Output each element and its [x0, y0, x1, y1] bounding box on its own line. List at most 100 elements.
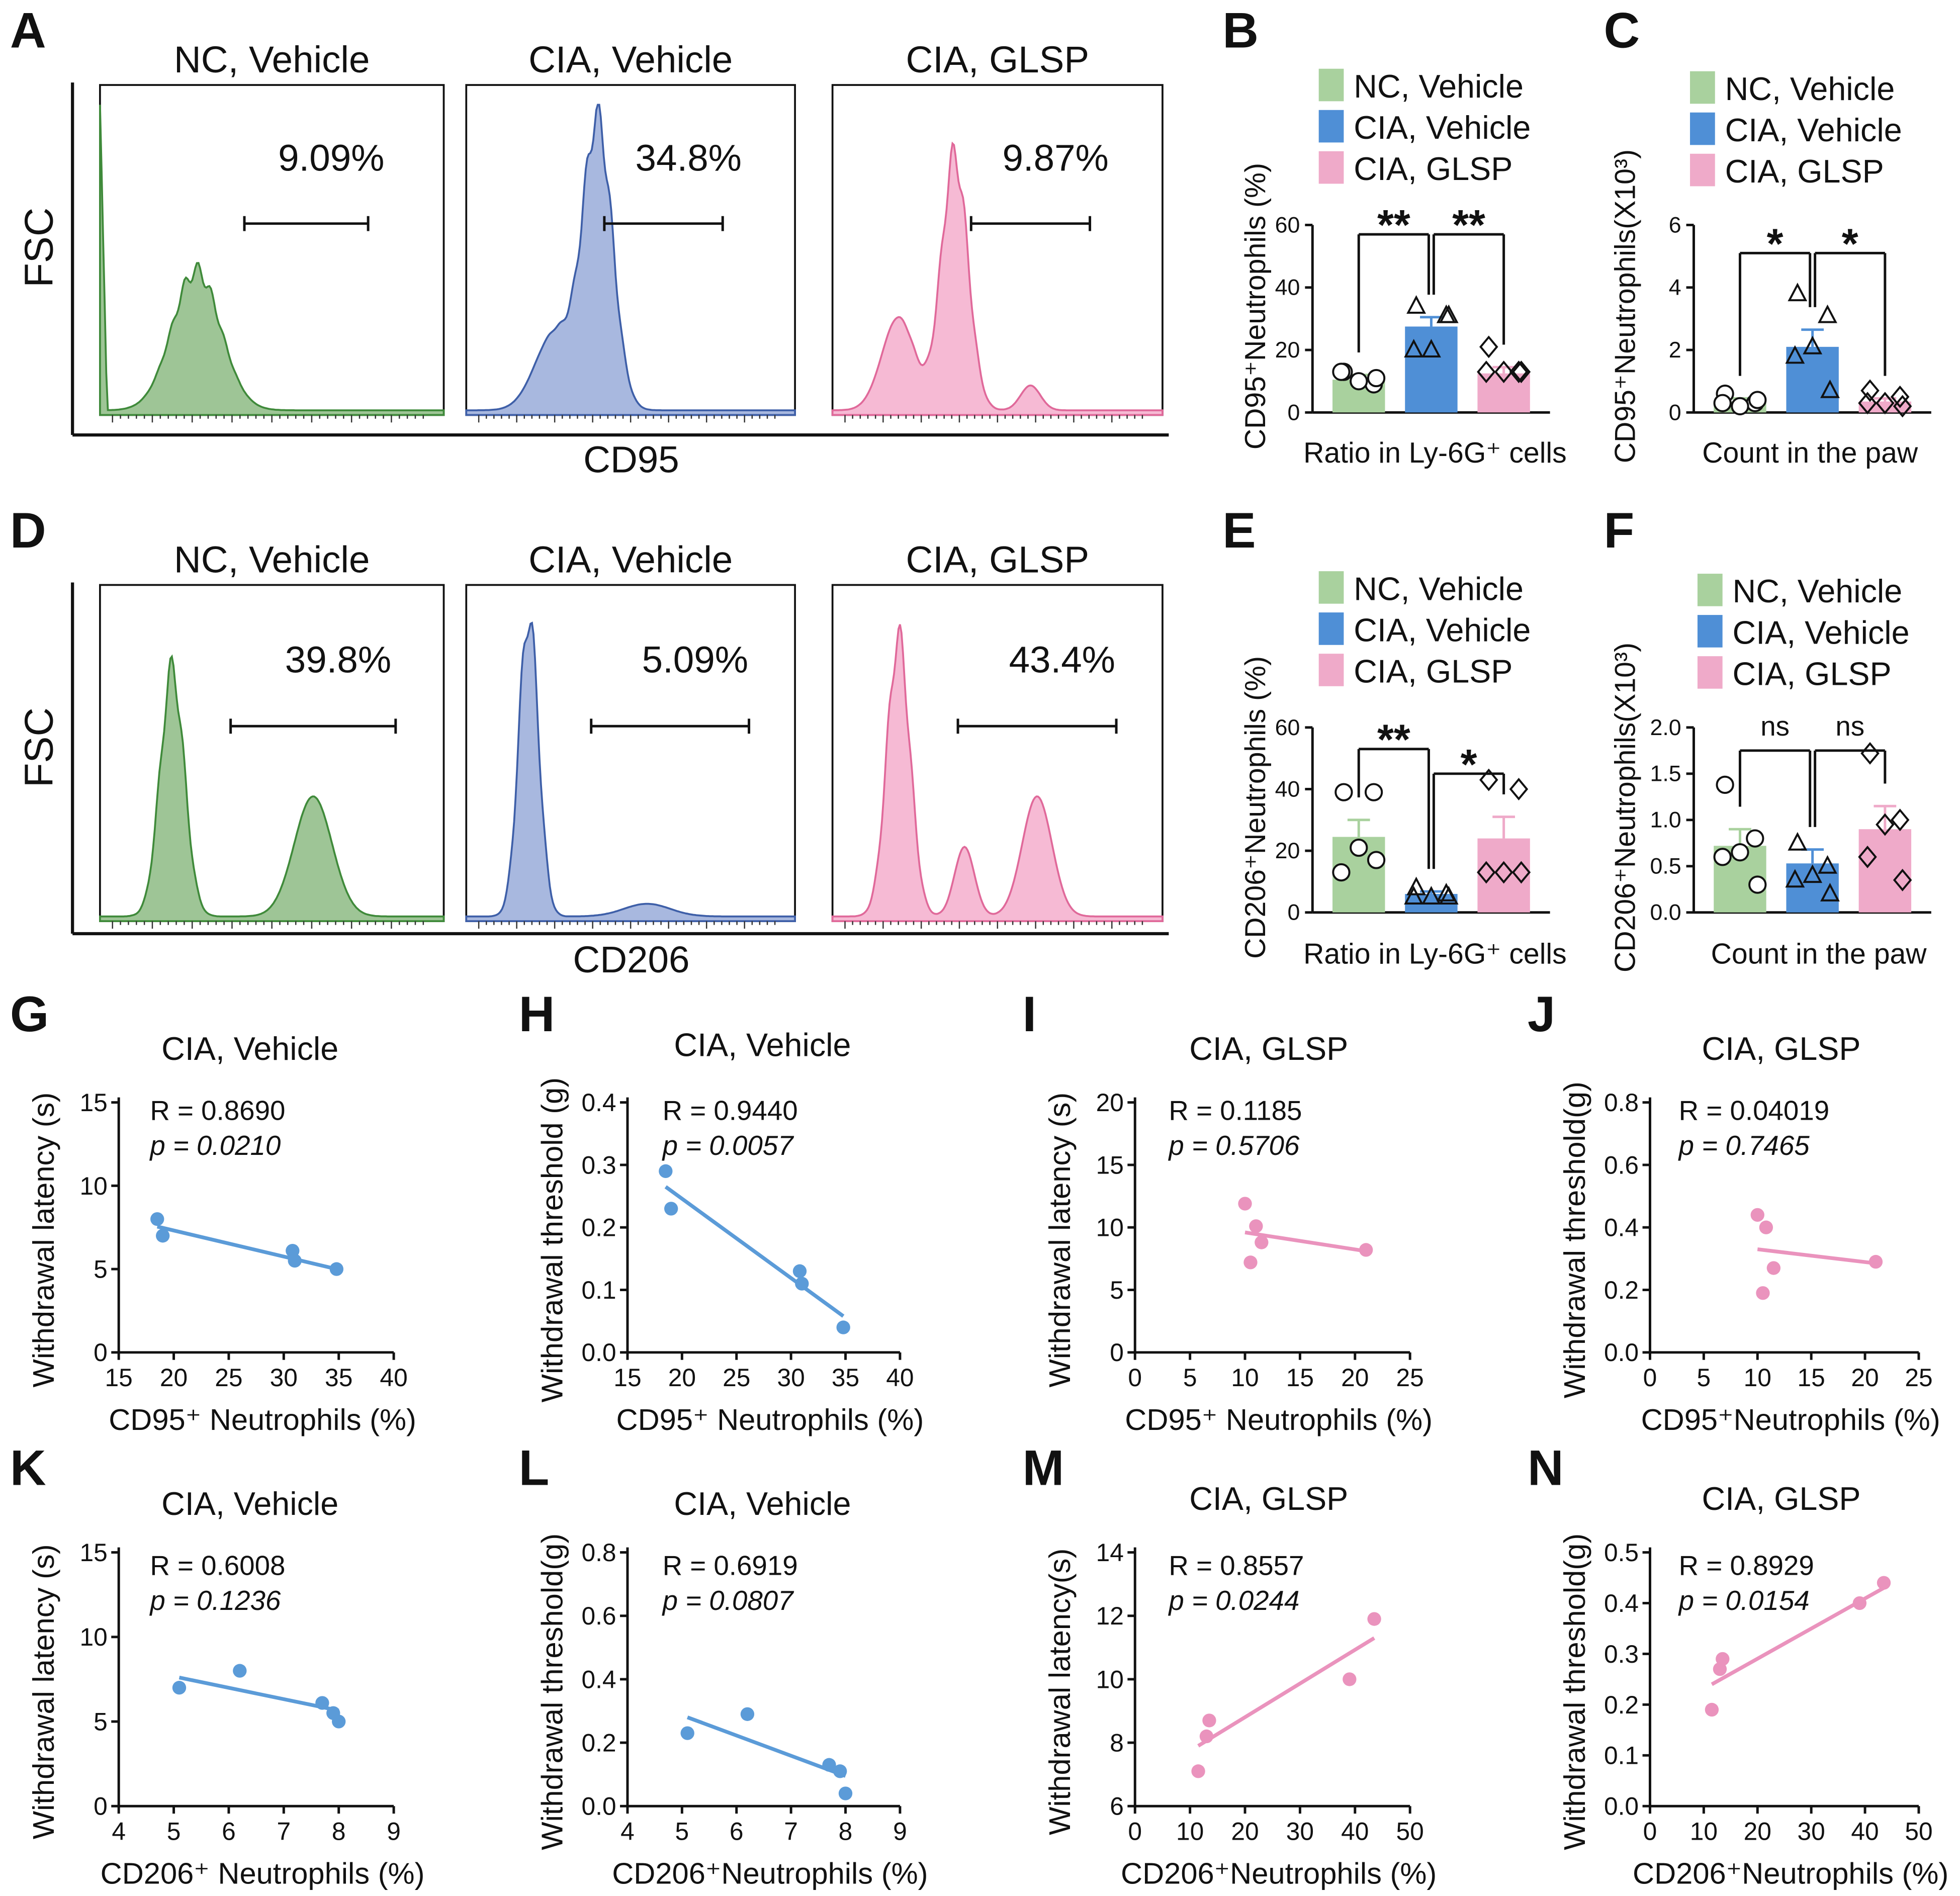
data-point-circle: [1716, 775, 1734, 794]
x-axis-label: CD95⁺ Neutrophils (%): [1125, 1403, 1433, 1436]
x-tick-label: 7: [784, 1817, 798, 1845]
x-tick-label: 10: [1231, 1364, 1259, 1392]
gate-percentage: 9.09%: [278, 137, 384, 179]
histogram-curve: [831, 624, 1164, 923]
y-tick-label: 0.0: [1650, 900, 1681, 925]
bar-chart-e: NC, Vehicle CIA, Vehicle CIA, GLSP 0 20 40 60C…: [1239, 570, 1567, 970]
data-point-circle: [1748, 875, 1767, 894]
data-point-circle: [1713, 848, 1732, 866]
y-tick-label: 0: [94, 1792, 108, 1821]
x-tick-label: 35: [325, 1364, 352, 1392]
correlation-r: R = 0.8929: [1679, 1550, 1814, 1581]
x-tick-label: 0: [1128, 1817, 1142, 1845]
scatter-point: [833, 1764, 847, 1778]
scatter-point: [1191, 1764, 1205, 1778]
legend-label: NC, Vehicle: [1354, 68, 1524, 105]
y-tick-label: 0.3: [1604, 1640, 1639, 1668]
scatter-point: [288, 1253, 302, 1268]
data-point-diamond: [1477, 861, 1496, 884]
flow-panel-d: FSC CD206 NC, Vehicle 39.8% CIA, Vehicle 5.09…: [16, 538, 1169, 980]
y-axis-label: Withdrawal latency (s): [27, 1544, 60, 1839]
data-point-diamond: [1893, 868, 1912, 891]
regression-line: [1757, 1247, 1876, 1266]
data-point-diamond: [1893, 395, 1912, 418]
legend-label: CIA, GLSP: [1725, 153, 1884, 190]
y-axis-label: CD206⁺Neutrophils (%): [1239, 656, 1272, 959]
x-tick-label: 6: [730, 1817, 744, 1845]
legend-label: CIA, GLSP: [1354, 653, 1512, 689]
scatter-point: [1238, 1197, 1252, 1211]
scatter-point: [1243, 1255, 1258, 1270]
x-tick-label: 5: [1697, 1364, 1711, 1392]
x-tick-label: 25: [1905, 1364, 1932, 1392]
histogram: CIA, GLSP 43.4%: [831, 538, 1164, 929]
data-point-circle: [1367, 369, 1386, 388]
data-point-circle: [1364, 783, 1383, 801]
scatter-chart-j: CIA, GLSP 0.0 0.2 0.4 0.6 0.8 0 5 10 15 20 25 Withdr…: [1558, 1030, 1940, 1436]
regression-line: [664, 1185, 845, 1318]
x-tick-label: 15: [105, 1364, 133, 1392]
flow-y-label: FSC: [16, 208, 61, 288]
data-point-diamond: [1860, 379, 1880, 402]
data-point-diamond: [1511, 360, 1531, 384]
y-tick-label: 0: [1288, 400, 1300, 425]
data-point-triangle: [1785, 345, 1805, 364]
scatter-point: [1868, 1254, 1883, 1269]
y-axis-label: Withdrawal threshold(g): [1558, 1533, 1591, 1850]
x-tick-label: 40: [886, 1364, 914, 1392]
histogram-title: NC, Vehicle: [174, 538, 370, 581]
y-tick-label: 20: [1096, 1089, 1124, 1117]
y-axis-label: Withdrawal latency(s): [1043, 1549, 1077, 1835]
data-point-circle: [1334, 783, 1353, 801]
scatter-point: [659, 1164, 673, 1179]
panel-letter-k: K: [10, 1440, 46, 1496]
significance-label: **: [1377, 201, 1410, 248]
x-axis-label: CD95⁺ Neutrophils (%): [616, 1403, 924, 1436]
scatter-point: [822, 1758, 836, 1772]
y-tick-label: 20: [1275, 838, 1300, 863]
panel-letter-g: G: [10, 986, 49, 1042]
legend-label: CIA, GLSP: [1354, 150, 1512, 187]
histogram: CIA, Vehicle 5.09%: [465, 538, 796, 929]
significance-label: *: [1767, 219, 1784, 267]
y-tick-label: 10: [79, 1623, 107, 1651]
data-point-diamond: [1860, 742, 1880, 765]
y-tick-label: 0.1: [1604, 1742, 1639, 1770]
data-point-triangle: [1404, 886, 1424, 905]
x-tick-label: 15: [1286, 1364, 1314, 1392]
scatter-point: [680, 1726, 694, 1740]
x-tick-label: 4: [620, 1817, 635, 1845]
y-tick-label: 10: [1096, 1214, 1124, 1242]
data-point-circle: [1332, 363, 1351, 381]
scatter-point: [1716, 1652, 1730, 1666]
y-tick-label: 15: [79, 1089, 107, 1117]
data-point-triangle: [1788, 832, 1808, 851]
scatter-chart-g: CIA, Vehicle 0 5 10 15 15 20 25 30 35 40 Withdrawal…: [27, 1030, 416, 1436]
data-point-circle: [1332, 863, 1351, 882]
x-tick-label: 10: [1744, 1364, 1771, 1392]
data-point-diamond: [1511, 861, 1531, 884]
x-tick-label: 40: [380, 1364, 407, 1392]
x-tick-label: 40: [1341, 1817, 1369, 1845]
x-tick-label: 15: [613, 1364, 641, 1392]
x-axis-label: CD206⁺ Neutrophils (%): [101, 1856, 425, 1890]
legend-label: CIA, Vehicle: [1733, 614, 1910, 651]
legend-swatch: [1690, 71, 1715, 104]
scatter-point: [740, 1707, 755, 1721]
legend-swatch: [1318, 612, 1344, 645]
data-point-circle: [1713, 394, 1732, 412]
histogram-title: CIA, Vehicle: [528, 538, 733, 581]
x-tick-label: 20: [160, 1364, 188, 1392]
x-tick-label: 6: [222, 1817, 236, 1845]
data-point-triangle: [1421, 339, 1441, 357]
histogram: NC, Vehicle 39.8%: [99, 538, 445, 929]
data-point-circle: [1350, 372, 1368, 391]
x-tick-label: 30: [1286, 1817, 1314, 1845]
data-point-diamond: [1479, 335, 1498, 358]
y-tick-label: 0.0: [1604, 1792, 1639, 1821]
scatter-point: [1766, 1261, 1781, 1275]
data-point-triangle: [1818, 855, 1837, 874]
histogram: CIA, GLSP 9.87%: [831, 38, 1164, 423]
scatter-chart-m: CIA, GLSP 6 8 10 12 14 0 10 20 30 40 50 Withdrawal l…: [1043, 1480, 1437, 1890]
